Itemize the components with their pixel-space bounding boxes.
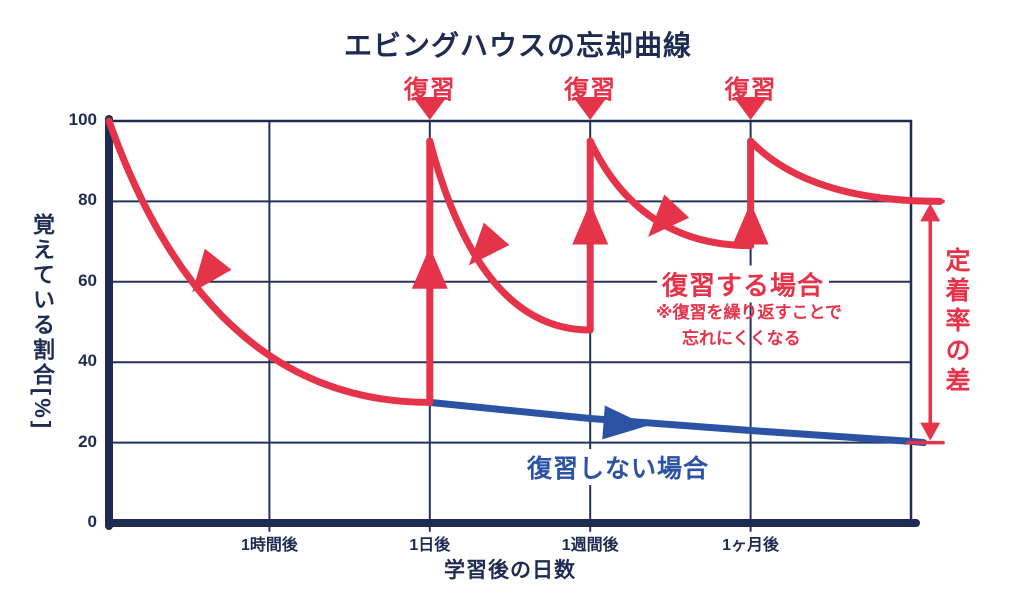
review-decay-curve xyxy=(426,137,594,334)
y-tick-label: 60 xyxy=(78,270,97,290)
review-decay-arrowhead xyxy=(648,194,690,237)
chart-title: エビングハウスの忘却曲線 xyxy=(343,30,693,61)
x-tick-label: 1ヶ月後 xyxy=(722,537,780,554)
review-decay-curve xyxy=(586,137,755,250)
y-tick-label: 0 xyxy=(87,512,97,531)
review-marker-triangle xyxy=(573,97,608,120)
measure-up-arrowhead xyxy=(920,203,941,222)
x-axis-title: 学習後の日数 xyxy=(444,559,576,582)
review-jump-arrowhead xyxy=(411,246,448,289)
review-decay-arrowhead xyxy=(468,222,510,266)
y-tick-label: 100 xyxy=(68,110,97,129)
review-marker-triangle xyxy=(733,97,768,120)
series-label-review-case: 復習する場合 xyxy=(656,265,830,303)
review-note-line-1: ※復習を繰り返すことで xyxy=(656,303,843,322)
no-review-arrowhead xyxy=(602,405,648,440)
review-label: 復習 xyxy=(564,76,617,104)
x-tick-label: 1週間後 xyxy=(561,537,619,554)
x-tick-label: 1時間後 xyxy=(240,537,298,554)
review-note: ※復習を繰り返すことで 忘れにくくなる xyxy=(656,300,842,351)
review-label: 復習 xyxy=(724,76,777,104)
series-label-no-review-case: 復習しない場合 xyxy=(518,449,718,485)
y-tick-label: 20 xyxy=(78,431,97,451)
review-label: 復習 xyxy=(403,76,456,104)
review-jump-arrowhead xyxy=(572,202,609,245)
review-marker-triangle xyxy=(412,97,447,120)
review-decay-curve xyxy=(105,117,434,406)
y-axis-title: 覚えている割合[%] xyxy=(30,212,55,432)
review-note-line-2: 忘れにくくなる xyxy=(682,328,801,348)
y-tick-label: 40 xyxy=(78,351,97,371)
review-decay-arrowhead xyxy=(192,248,232,293)
retention-gap-label: 定着率の差 xyxy=(942,247,970,397)
measure-down-arrowhead xyxy=(920,422,941,441)
review-jump-arrowhead xyxy=(732,202,769,245)
y-tick-label: 80 xyxy=(78,190,97,210)
x-tick-label: 1日後 xyxy=(409,537,451,554)
no-review-curve xyxy=(426,398,928,447)
